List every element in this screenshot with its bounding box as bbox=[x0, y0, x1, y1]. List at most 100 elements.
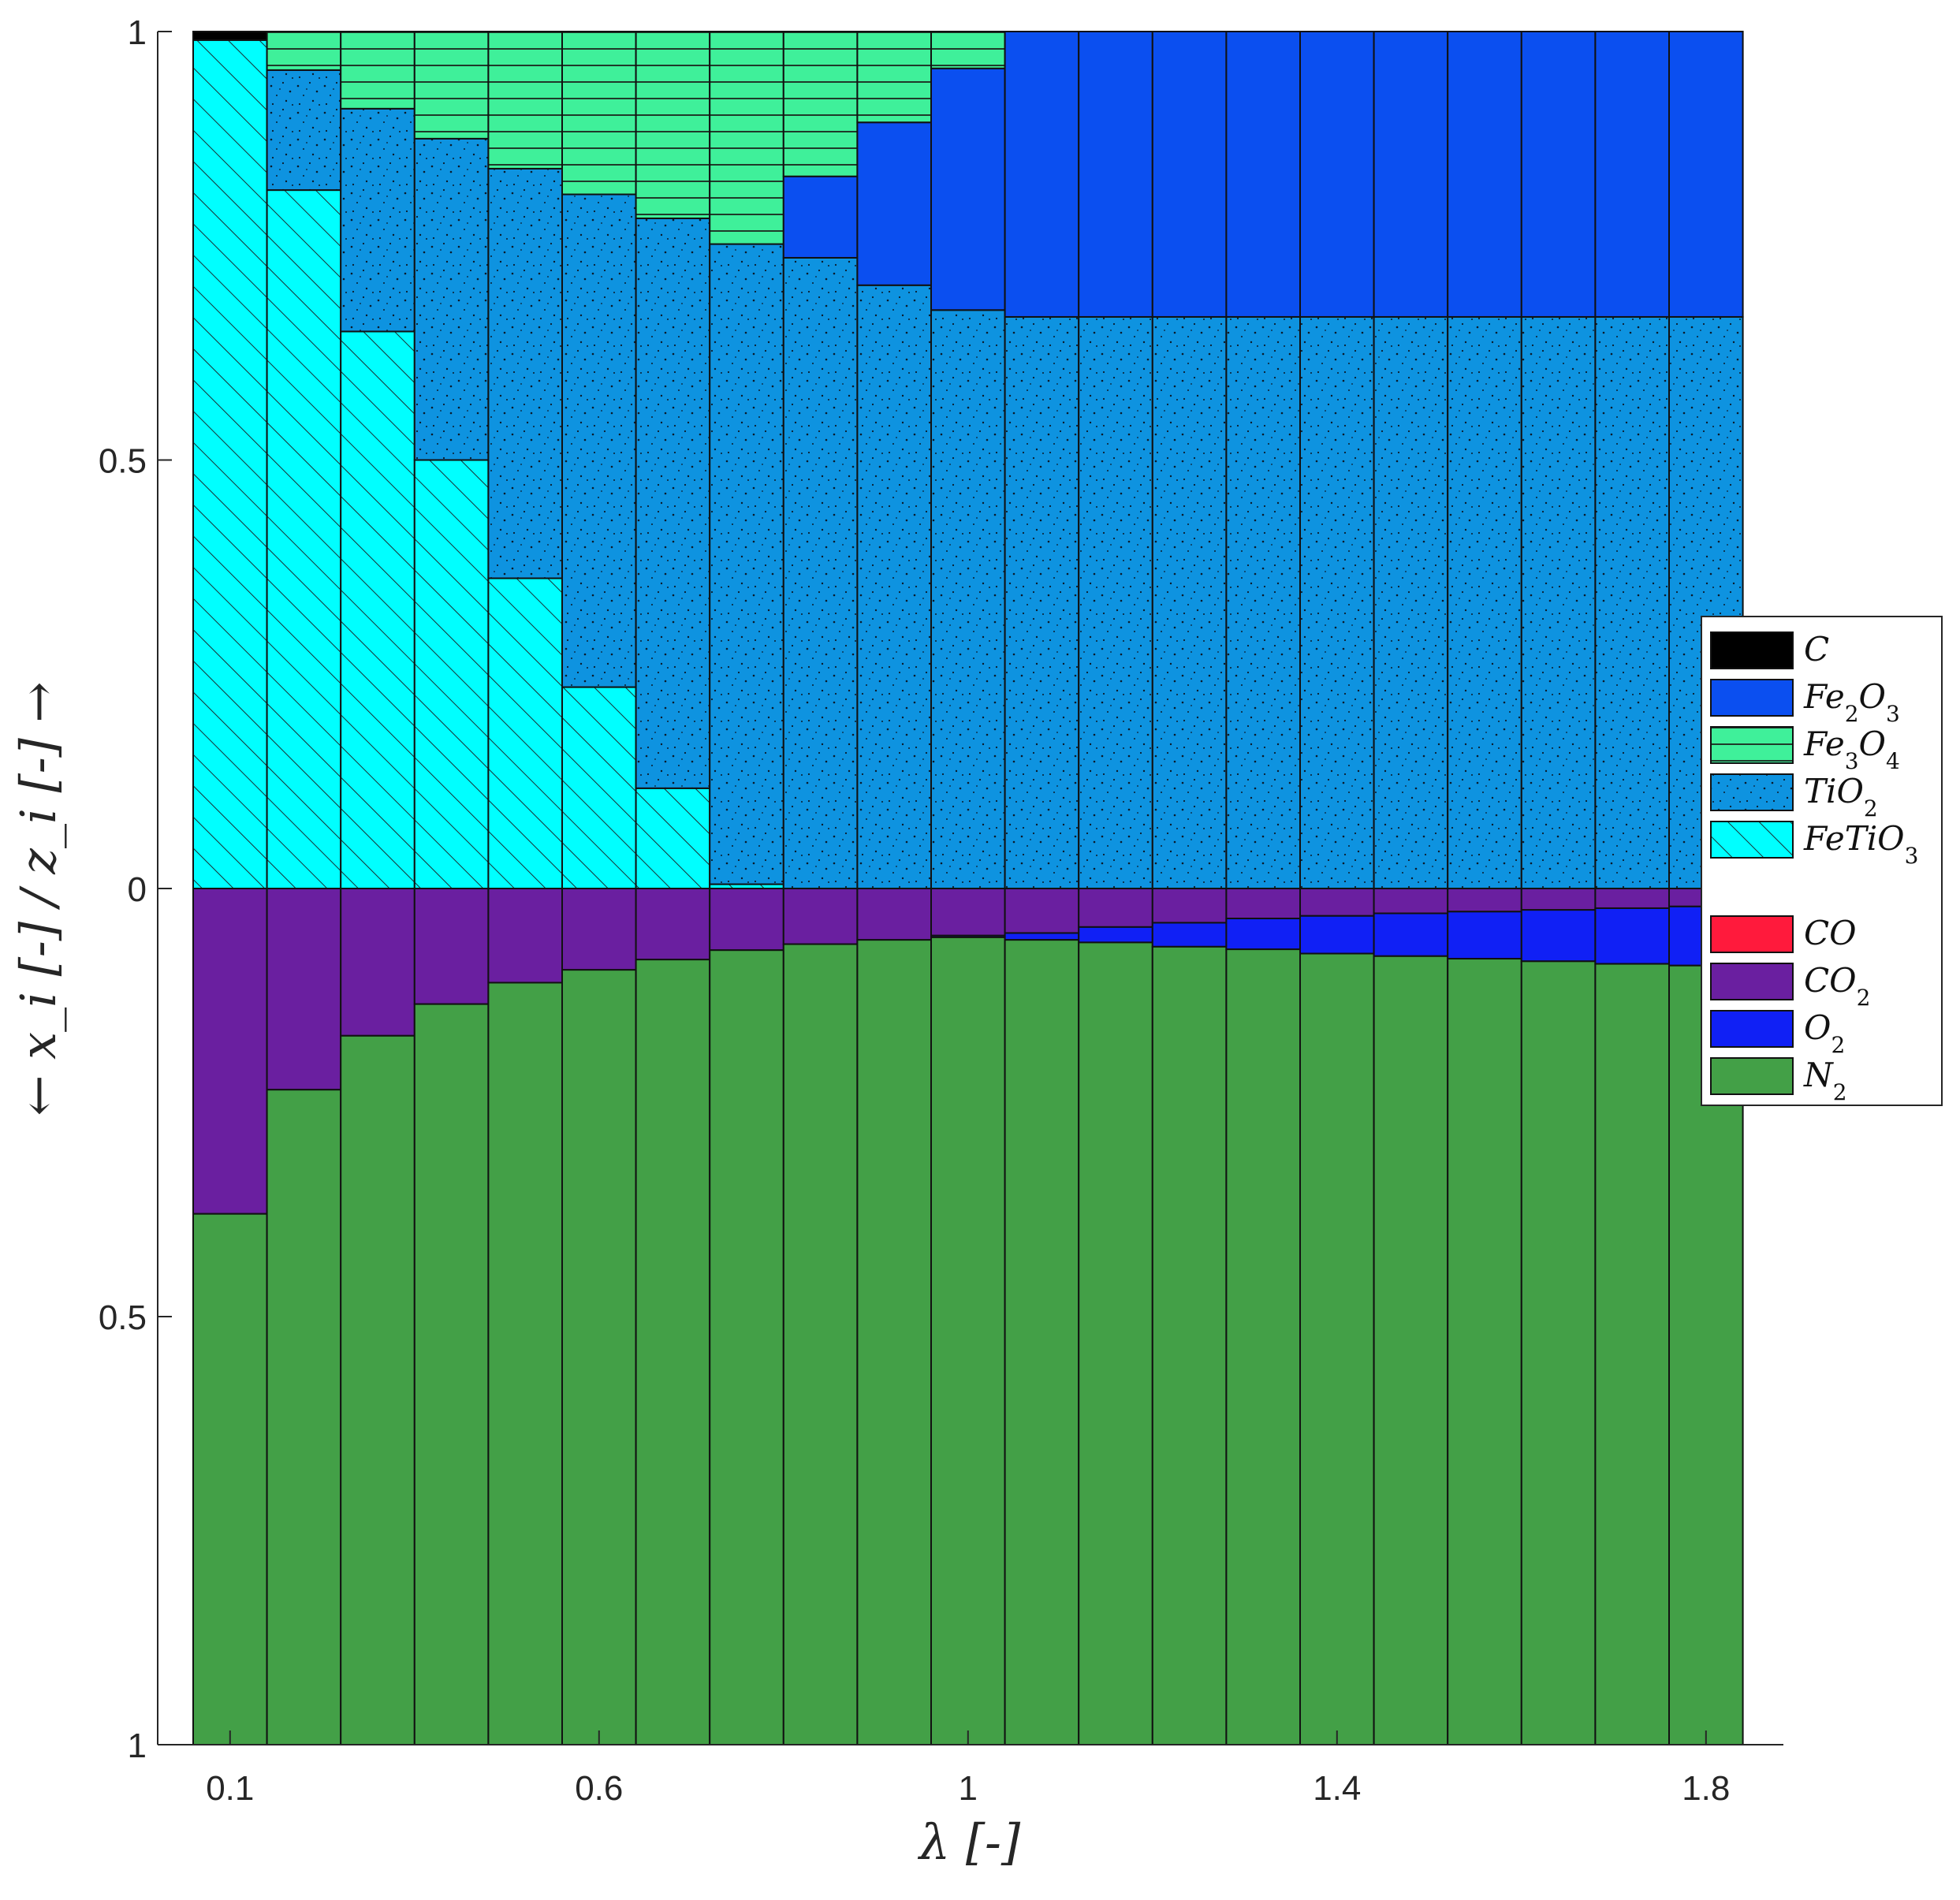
bar-fe3o4-9 bbox=[856, 31, 933, 124]
bar-o2-18 bbox=[1520, 909, 1597, 963]
x-tick-label-1-8: 1.8 bbox=[1682, 1769, 1730, 1808]
legend-label-o2: O2 bbox=[1804, 1008, 1845, 1058]
bar-co2-12 bbox=[1078, 888, 1153, 928]
bar-tio2-9 bbox=[856, 284, 933, 889]
bar-n2-9 bbox=[856, 939, 933, 1746]
bar-o2-13 bbox=[1151, 922, 1228, 948]
bar-fe2o3-12 bbox=[1078, 31, 1153, 318]
bar-co2-18 bbox=[1520, 888, 1597, 911]
legend-swatch-fetio3 bbox=[1710, 821, 1794, 859]
y-tick-label-upper-0-5: 0.5 bbox=[99, 442, 147, 481]
bar-o2-14 bbox=[1225, 918, 1302, 951]
bar-tio2-1 bbox=[266, 69, 342, 192]
bar-co2-16 bbox=[1373, 888, 1449, 915]
bar-o2-15 bbox=[1299, 915, 1375, 955]
bar-fe3o4-1 bbox=[266, 31, 342, 71]
y-tick-label-upper-0: 0 bbox=[128, 870, 147, 909]
bar-fe2o3-14 bbox=[1225, 31, 1302, 318]
bar-co2-5 bbox=[561, 888, 637, 971]
bar-co2-11 bbox=[1004, 888, 1080, 934]
bar-n2-8 bbox=[782, 943, 859, 1745]
x-tick-label-0-1: 0.1 bbox=[206, 1769, 254, 1808]
bar-fe3o4-4 bbox=[487, 31, 564, 170]
legend-label-n2: N2 bbox=[1803, 1056, 1847, 1105]
legend-swatch-co2 bbox=[1710, 963, 1794, 1000]
y-tick-label-upper-1: 1 bbox=[128, 13, 147, 52]
bar-tio2-18 bbox=[1520, 315, 1597, 889]
bar-n2-15 bbox=[1299, 952, 1375, 1745]
y-axis-title: ← x_i [-] / z_i [-] → bbox=[9, 682, 67, 1116]
bar-o2-11 bbox=[1004, 932, 1080, 941]
legend-swatch-co bbox=[1710, 915, 1794, 953]
bar-tio2-19 bbox=[1594, 315, 1671, 889]
bar-fetio3-0 bbox=[192, 39, 268, 890]
bar-fe3o4-5 bbox=[561, 31, 637, 196]
bar-n2-14 bbox=[1225, 948, 1302, 1745]
bar-co2-13 bbox=[1151, 888, 1228, 924]
bar-fe3o4-6 bbox=[635, 31, 711, 219]
bar-tio2-13 bbox=[1151, 315, 1228, 889]
bar-fe2o3-9 bbox=[856, 121, 933, 286]
bar-co2-7 bbox=[709, 888, 784, 952]
bar-n2-10 bbox=[930, 936, 1006, 1745]
bar-n2-6 bbox=[635, 959, 711, 1745]
bar-tio2-3 bbox=[413, 137, 490, 461]
bar-co2-6 bbox=[635, 888, 711, 961]
legend-swatch-tio2 bbox=[1710, 773, 1794, 811]
bar-fetio3-3 bbox=[413, 459, 490, 889]
bar-tio2-8 bbox=[782, 256, 859, 889]
bar-co2-1 bbox=[266, 888, 342, 1091]
bar-tio2-7 bbox=[709, 243, 784, 885]
bars-layer bbox=[192, 31, 1744, 1746]
bar-tio2-11 bbox=[1004, 315, 1080, 889]
bar-co2-15 bbox=[1299, 888, 1375, 917]
legend-label-fetio3: FeTiO3 bbox=[1803, 819, 1918, 869]
bar-o2-16 bbox=[1373, 912, 1449, 957]
legend-label-fe2o3: Fe2O3 bbox=[1803, 677, 1900, 727]
bar-fetio3-1 bbox=[266, 189, 342, 890]
bar-tio2-17 bbox=[1447, 315, 1522, 889]
bar-fe2o3-19 bbox=[1594, 31, 1671, 318]
bar-fe2o3-10 bbox=[930, 67, 1006, 311]
bar-fe2o3-11 bbox=[1004, 31, 1080, 318]
y-tick-label-lower-0-5: 0.5 bbox=[99, 1298, 147, 1337]
bar-co2-3 bbox=[413, 888, 490, 1005]
bar-fe3o4-3 bbox=[413, 31, 490, 140]
x-tick-label-1-4: 1.4 bbox=[1313, 1769, 1361, 1808]
bar-fetio3-2 bbox=[340, 330, 415, 889]
bar-n2-3 bbox=[413, 1003, 490, 1745]
bar-n2-7 bbox=[709, 949, 784, 1745]
bar-co2-2 bbox=[340, 888, 415, 1037]
bar-n2-13 bbox=[1151, 945, 1228, 1745]
bar-n2-5 bbox=[561, 969, 637, 1746]
x-axis-title: λ [-] bbox=[917, 1813, 1021, 1871]
x-tick-label-0-6: 0.6 bbox=[575, 1769, 623, 1808]
bar-tio2-14 bbox=[1225, 315, 1302, 889]
legend-label-co2: CO2 bbox=[1804, 961, 1870, 1011]
bar-fetio3-5 bbox=[561, 686, 637, 889]
bar-fe2o3-20 bbox=[1668, 31, 1744, 318]
legend-label-c: C bbox=[1804, 630, 1829, 669]
bar-tio2-12 bbox=[1078, 315, 1153, 889]
bar-co2-17 bbox=[1447, 888, 1522, 913]
y-tick-label-lower-1: 1 bbox=[128, 1727, 147, 1765]
bar-n2-11 bbox=[1004, 939, 1080, 1746]
bar-fe3o4-10 bbox=[930, 31, 1006, 69]
bar-fe2o3-17 bbox=[1447, 31, 1522, 318]
bar-co2-4 bbox=[487, 888, 564, 984]
bar-o2-12 bbox=[1078, 926, 1153, 944]
bar-n2-4 bbox=[487, 982, 564, 1745]
bar-tio2-16 bbox=[1373, 315, 1449, 889]
bar-fe2o3-8 bbox=[782, 175, 859, 259]
bar-tio2-5 bbox=[561, 193, 637, 688]
bar-o2-17 bbox=[1447, 911, 1522, 960]
bar-co2-8 bbox=[782, 888, 859, 945]
bar-co2-0 bbox=[192, 888, 268, 1215]
bar-fe3o4-7 bbox=[709, 31, 784, 245]
bar-co2-19 bbox=[1594, 888, 1671, 909]
bar-o2-19 bbox=[1594, 907, 1671, 965]
bar-fe2o3-18 bbox=[1520, 31, 1597, 318]
bar-n2-2 bbox=[340, 1034, 415, 1745]
